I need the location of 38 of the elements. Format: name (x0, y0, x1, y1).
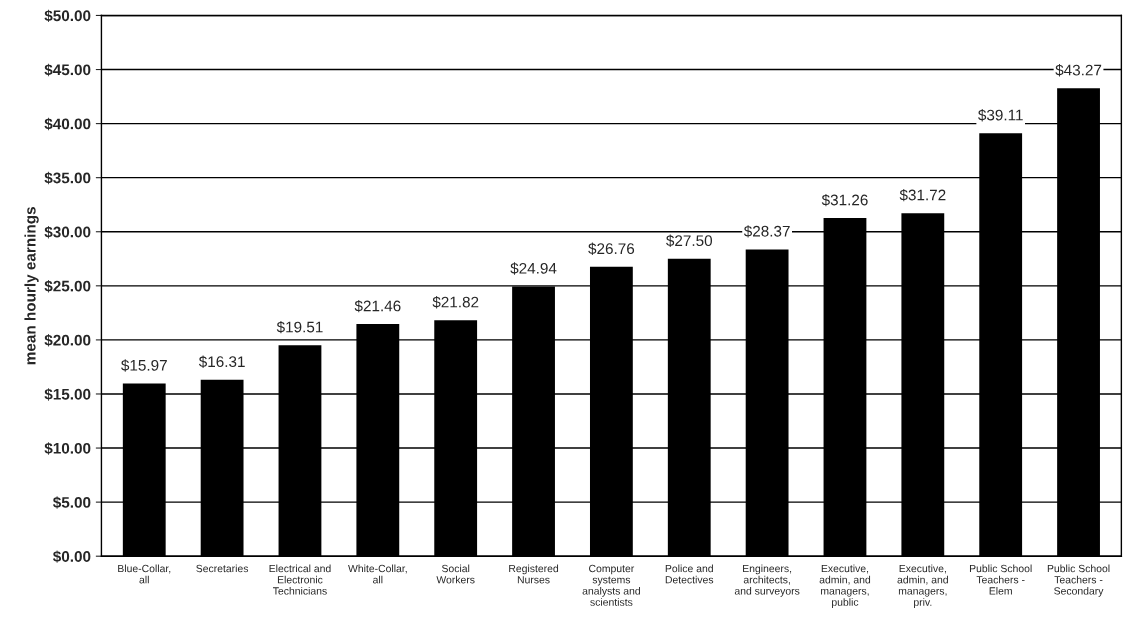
data-label: $39.11 (978, 109, 1023, 122)
data-label: $27.50 (666, 234, 713, 247)
y-tick-label: $0.00 (52, 550, 91, 563)
data-label: $31.26 (821, 193, 868, 207)
x-tick-label: Electrical and Electronic Technicians (269, 564, 331, 595)
x-tick-label: Computer systems analysts and scientists (582, 564, 640, 606)
y-tick-label: $10.00 (44, 442, 91, 455)
x-tick-label: Public School Teachers - Elem (969, 564, 1032, 595)
x-tick-label: Police and Detectives (665, 564, 714, 584)
y-tick-label: $35.00 (44, 171, 91, 185)
y-tick-label: $40.00 (44, 117, 91, 131)
x-tick-label: Public School Teachers - Secondary (1047, 564, 1110, 597)
y-tick-label: $5.00 (52, 496, 91, 509)
y-tick-label: $30.00 (44, 225, 91, 239)
data-label: $28.37 (743, 225, 790, 238)
data-label: $31.72 (899, 188, 946, 202)
y-tick-label: $15.00 (44, 388, 91, 401)
data-label: $15.97 (121, 359, 167, 372)
data-label: $16.31 (198, 355, 245, 368)
x-tick-label: Executive, admin, and managers, priv. (897, 564, 948, 608)
data-label: $21.82 (432, 296, 479, 309)
data-label: $43.27 (1055, 64, 1102, 77)
x-tick-label: Registered Nurses (509, 564, 559, 584)
x-tick-label: Social Workers (436, 564, 475, 584)
x-tick-label: Engineers, architects, and surveyors (734, 564, 800, 597)
x-tick-label: Blue-Collar, all (118, 564, 171, 584)
y-tick-label: $50.00 (44, 9, 91, 23)
x-tick-label: Executive, admin, and managers, public (819, 564, 871, 608)
data-label: $21.46 (354, 299, 401, 313)
x-tick-label: Secretaries (196, 564, 249, 573)
data-label: $26.76 (588, 242, 635, 255)
y-tick-label: $25.00 (44, 280, 91, 293)
y-tick-label: $20.00 (44, 334, 91, 347)
data-label: $24.94 (510, 262, 557, 275)
x-tick-label: White-Collar, all (348, 564, 407, 584)
y-axis-title: mean hourly earnings (24, 207, 39, 365)
y-tick-label: $45.00 (44, 63, 91, 77)
data-label: $19.51 (276, 321, 323, 334)
